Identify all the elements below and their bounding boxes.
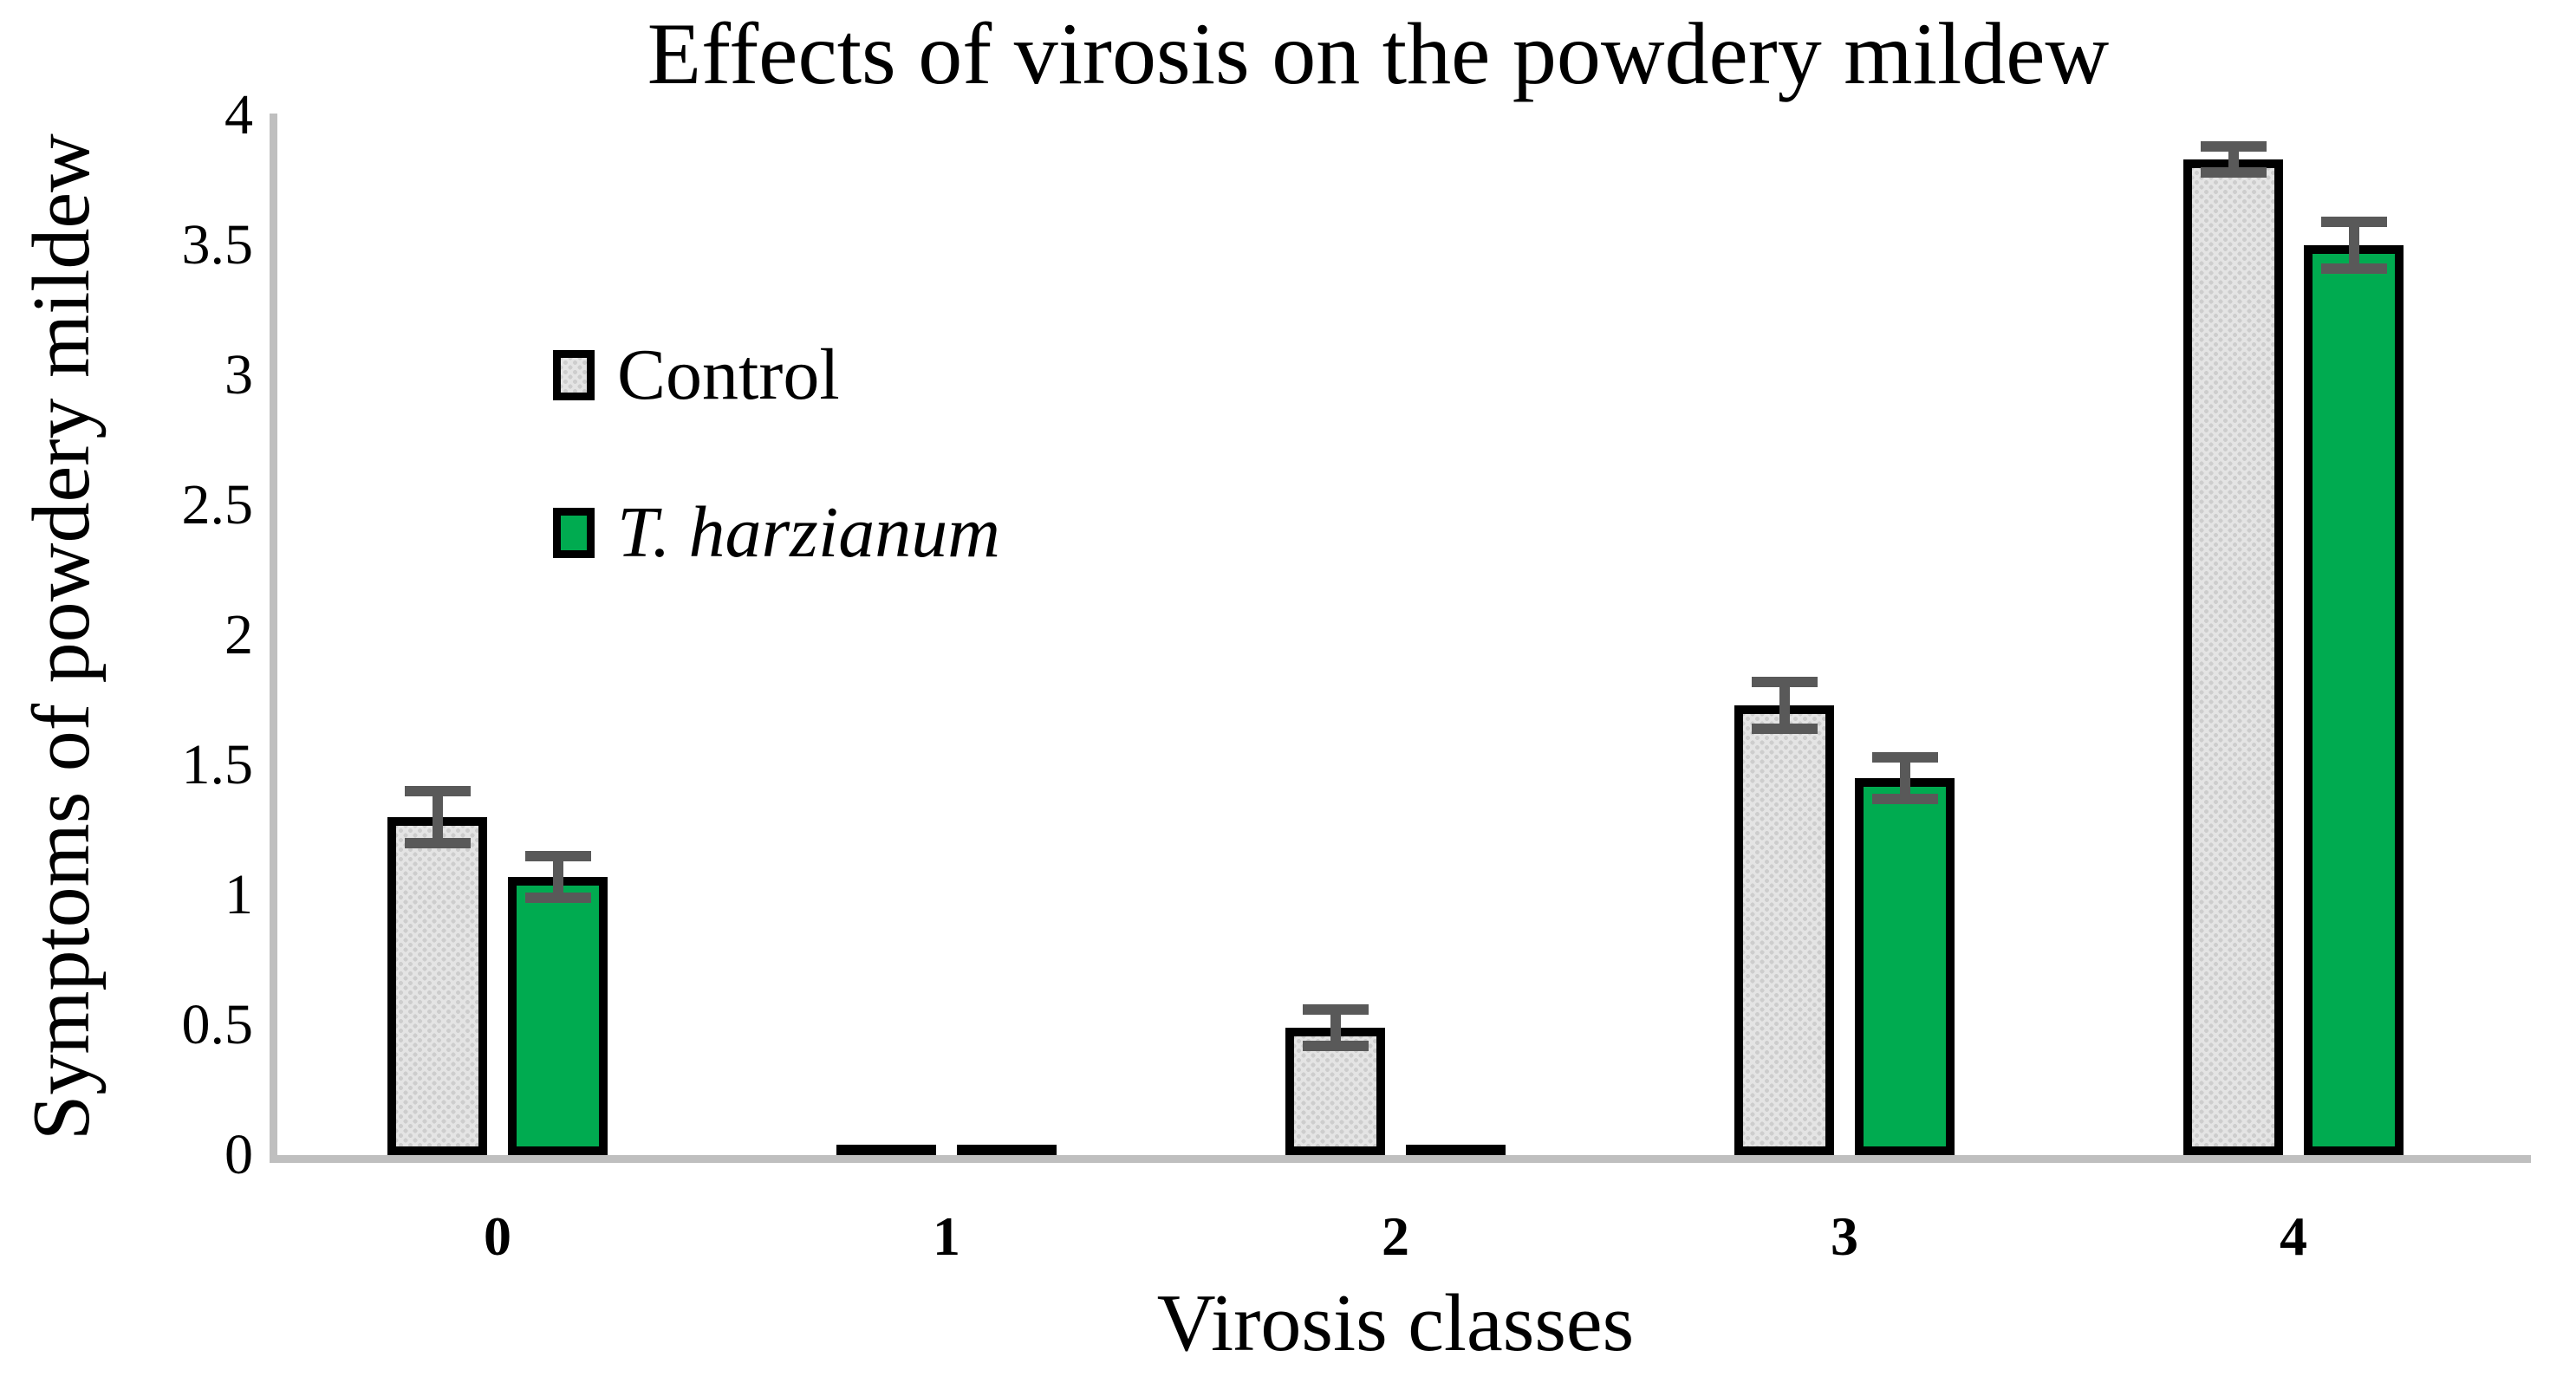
bar-control-4	[2183, 159, 2283, 1155]
y-tick-label-1: 1	[224, 863, 253, 926]
y-tick-label-0: 0	[224, 1123, 253, 1186]
error-bar-cap-top-t-harzianum-0	[524, 851, 591, 861]
y-tick-label-3.5: 3.5	[181, 213, 254, 276]
legend-label-t-harzianum: T. harzianum	[617, 492, 1000, 573]
error-bar-line-t-harzianum-4	[2348, 222, 2359, 269]
error-bar-line-control-4	[2228, 146, 2239, 172]
x-tick-label-2: 2	[1382, 1205, 1409, 1267]
x-tick-label-1: 1	[933, 1205, 960, 1267]
chart-title: Effects of virosis on the powdery mildew	[647, 5, 2110, 103]
error-bar-cap-bottom-control-0	[404, 838, 471, 848]
y-tick-label-2: 2	[224, 603, 253, 666]
x-axis-title: Virosis classes	[1156, 1278, 1635, 1368]
error-bar-line-control-0	[432, 791, 443, 843]
bar-t-harzianum-3	[1855, 778, 1955, 1155]
error-bar-line-t-harzianum-0	[552, 856, 563, 898]
bar-control-1	[836, 1145, 936, 1155]
error-bar-cap-bottom-t-harzianum-0	[524, 893, 591, 903]
x-tick-label-4: 4	[2280, 1205, 2307, 1267]
error-bar-cap-top-control-0	[404, 786, 471, 796]
legend-label-control: Control	[617, 334, 840, 415]
y-tick-label-4: 4	[224, 83, 253, 146]
legend-swatch-t-harzianum	[553, 507, 595, 558]
bar-control-3	[1734, 705, 1834, 1155]
error-bar-cap-top-control-2	[1302, 1004, 1369, 1015]
bar-control-0	[387, 817, 487, 1155]
x-axis-line	[270, 1155, 2531, 1163]
legend-item-t-harzianum: T. harzianum	[553, 491, 1000, 574]
bar-t-harzianum-4	[2304, 245, 2404, 1155]
y-tick-label-1.5: 1.5	[181, 733, 254, 796]
error-bar-cap-top-control-3	[1751, 677, 1818, 687]
error-bar-cap-top-t-harzianum-3	[1871, 752, 1938, 763]
x-tick-label-0: 0	[484, 1205, 511, 1267]
error-bar-line-control-3	[1779, 682, 1790, 729]
bar-t-harzianum-0	[508, 877, 608, 1155]
error-bar-cap-bottom-control-3	[1751, 724, 1818, 734]
error-bar-cap-top-control-4	[2200, 141, 2267, 152]
error-bar-cap-bottom-control-2	[1302, 1041, 1369, 1051]
y-axis-line	[270, 114, 277, 1163]
error-bar-cap-bottom-control-4	[2200, 167, 2267, 178]
error-bar-cap-bottom-t-harzianum-3	[1871, 794, 1938, 804]
error-bar-line-t-harzianum-3	[1899, 757, 1910, 799]
bar-t-harzianum-1	[957, 1145, 1057, 1155]
bar-t-harzianum-2	[1406, 1145, 1506, 1155]
legend-swatch-control	[553, 349, 595, 400]
error-bar-cap-top-t-harzianum-4	[2320, 217, 2387, 227]
legend-item-control: Control	[553, 334, 840, 416]
error-bar-line-control-2	[1330, 1010, 1341, 1046]
y-tick-label-2.5: 2.5	[181, 473, 254, 536]
x-tick-label-3: 3	[1831, 1205, 1858, 1267]
error-bar-cap-bottom-t-harzianum-4	[2320, 263, 2387, 274]
y-tick-label-3: 3	[224, 343, 253, 406]
y-tick-label-0.5: 0.5	[181, 993, 254, 1056]
